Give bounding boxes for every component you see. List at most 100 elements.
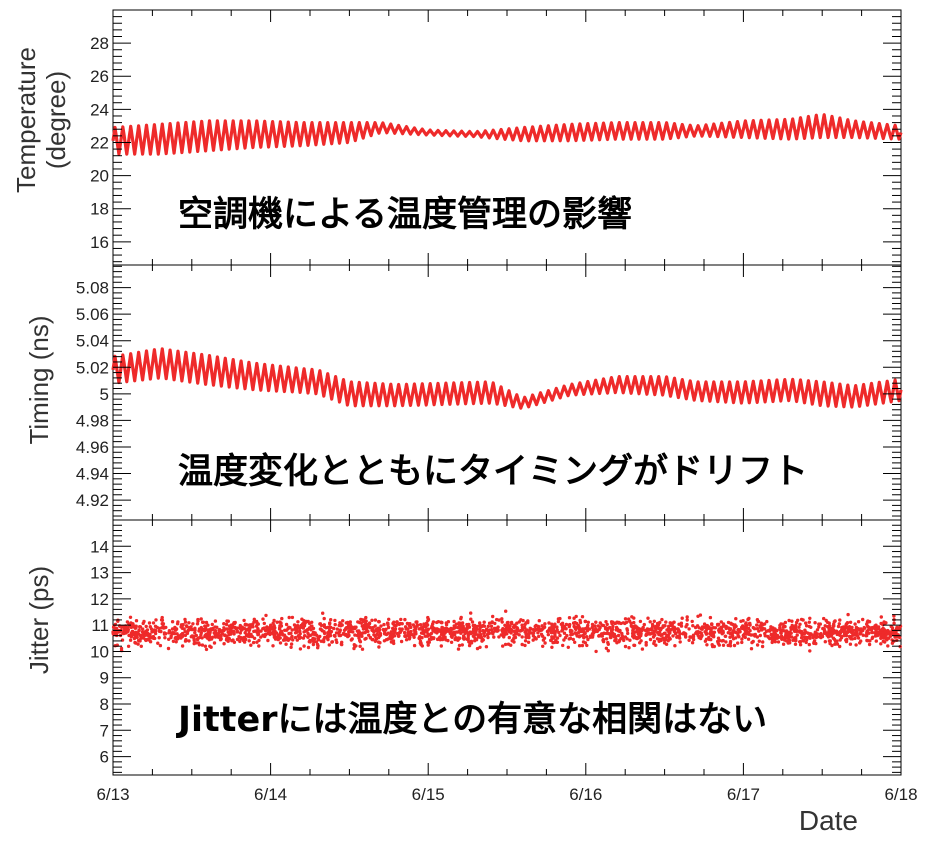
jitter-data-point bbox=[882, 635, 886, 639]
jitter-data-point bbox=[650, 622, 655, 627]
jitter-data-point bbox=[606, 640, 610, 645]
jitter-data-point bbox=[741, 633, 745, 638]
jitter-data-point bbox=[709, 629, 713, 633]
jitter-data-point bbox=[298, 629, 302, 633]
jitter-data-point bbox=[218, 635, 222, 639]
jitter-data-point bbox=[495, 629, 499, 633]
jitter-data-point bbox=[567, 637, 571, 641]
jitter-data-point bbox=[526, 640, 531, 644]
jitter-data-point bbox=[700, 627, 704, 631]
temperature-axis-title: Temperature bbox=[11, 47, 41, 193]
jitter-data-point bbox=[641, 625, 645, 630]
jitter-data-point bbox=[585, 635, 589, 639]
jitter-data-point bbox=[243, 622, 248, 626]
jitter-data-point bbox=[359, 617, 363, 622]
jitter-data-point bbox=[524, 630, 528, 634]
jitter-data-point bbox=[241, 627, 246, 631]
jitter-data-point bbox=[509, 622, 514, 626]
jitter-data-point bbox=[398, 630, 402, 635]
jitter-data-point bbox=[242, 635, 247, 640]
timing-series-line bbox=[111, 347, 903, 410]
jitter-data-point bbox=[278, 626, 282, 630]
jitter-data-point bbox=[728, 641, 732, 645]
jitter-data-point bbox=[856, 636, 861, 640]
jitter-data-point bbox=[531, 631, 536, 635]
jitter-data-point bbox=[721, 638, 725, 643]
jitter-data-point bbox=[130, 633, 134, 637]
jitter-data-point bbox=[537, 619, 541, 623]
jitter-data-point bbox=[646, 616, 650, 620]
jitter-data-point bbox=[755, 643, 760, 647]
jitter-data-point bbox=[323, 635, 327, 640]
jitter-data-point bbox=[296, 634, 301, 638]
jitter-data-point bbox=[298, 647, 303, 651]
jitter-data-point bbox=[853, 622, 857, 626]
jitter-data-point bbox=[574, 631, 578, 635]
jitter-data-point bbox=[182, 627, 186, 631]
timing-axis-title: Timing (ns) bbox=[24, 315, 54, 444]
jitter-data-point bbox=[534, 623, 538, 628]
x-tick-label: 6/15 bbox=[412, 785, 445, 804]
jitter-data-point bbox=[162, 626, 166, 630]
jitter-data-point bbox=[403, 625, 408, 629]
jitter-data-point bbox=[519, 628, 523, 633]
jitter-y-tick-label: 8 bbox=[100, 695, 109, 714]
jitter-data-point bbox=[874, 639, 878, 643]
jitter-data-point bbox=[557, 630, 561, 635]
jitter-data-point bbox=[850, 629, 854, 634]
jitter-data-point bbox=[802, 631, 807, 636]
jitter-data-point bbox=[680, 616, 684, 620]
temperature-y-tick-label: 22 bbox=[90, 133, 109, 152]
jitter-data-point bbox=[207, 634, 212, 638]
jitter-data-point bbox=[396, 634, 401, 638]
jitter-data-point bbox=[332, 626, 336, 631]
jitter-data-point bbox=[760, 644, 765, 649]
jitter-data-point bbox=[605, 622, 609, 627]
jitter-data-point bbox=[515, 627, 520, 631]
jitter-data-point bbox=[170, 620, 175, 624]
jitter-data-point bbox=[308, 633, 313, 638]
jitter-data-point bbox=[183, 633, 188, 638]
jitter-data-point bbox=[634, 636, 638, 640]
jitter-data-point bbox=[232, 632, 236, 636]
jitter-data-point bbox=[804, 621, 808, 625]
jitter-data-point bbox=[578, 634, 582, 638]
jitter-data-point bbox=[865, 629, 869, 634]
jitter-data-point bbox=[328, 622, 332, 626]
jitter-data-point bbox=[759, 621, 764, 625]
jitter-data-point bbox=[412, 628, 416, 632]
jitter-data-point bbox=[347, 626, 351, 630]
jitter-data-point bbox=[564, 622, 569, 627]
jitter-data-point bbox=[289, 631, 293, 635]
jitter-data-point bbox=[482, 624, 487, 628]
jitter-data-point bbox=[500, 620, 504, 624]
jitter-data-point bbox=[129, 621, 133, 625]
jitter-data-point bbox=[462, 635, 466, 639]
jitter-data-point bbox=[765, 619, 769, 624]
jitter-data-point bbox=[122, 629, 127, 633]
jitter-data-point bbox=[594, 649, 598, 654]
jitter-data-point bbox=[731, 637, 736, 641]
jitter-data-point bbox=[657, 639, 661, 643]
temperature-y-tick-label: 26 bbox=[90, 67, 109, 86]
timing-y-tick-label: 5 bbox=[100, 385, 109, 404]
jitter-data-point bbox=[361, 620, 365, 624]
jitter-data-point bbox=[137, 628, 141, 633]
jitter-data-point bbox=[648, 632, 652, 636]
jitter-y-tick-label: 11 bbox=[91, 616, 109, 635]
jitter-data-point bbox=[457, 643, 462, 648]
jitter-data-point bbox=[856, 620, 861, 624]
jitter-data-point bbox=[585, 629, 590, 633]
jitter-data-point bbox=[191, 622, 195, 626]
jitter-data-point bbox=[297, 626, 302, 631]
jitter-data-point bbox=[652, 619, 656, 623]
jitter-data-point bbox=[457, 629, 461, 633]
jitter-data-point bbox=[551, 628, 556, 633]
jitter-data-point bbox=[558, 633, 562, 638]
jitter-data-point bbox=[171, 631, 175, 635]
jitter-data-point bbox=[126, 644, 131, 648]
jitter-data-point bbox=[160, 618, 165, 622]
jitter-data-point bbox=[791, 638, 795, 642]
jitter-data-point bbox=[265, 625, 269, 629]
jitter-data-point bbox=[407, 623, 412, 628]
